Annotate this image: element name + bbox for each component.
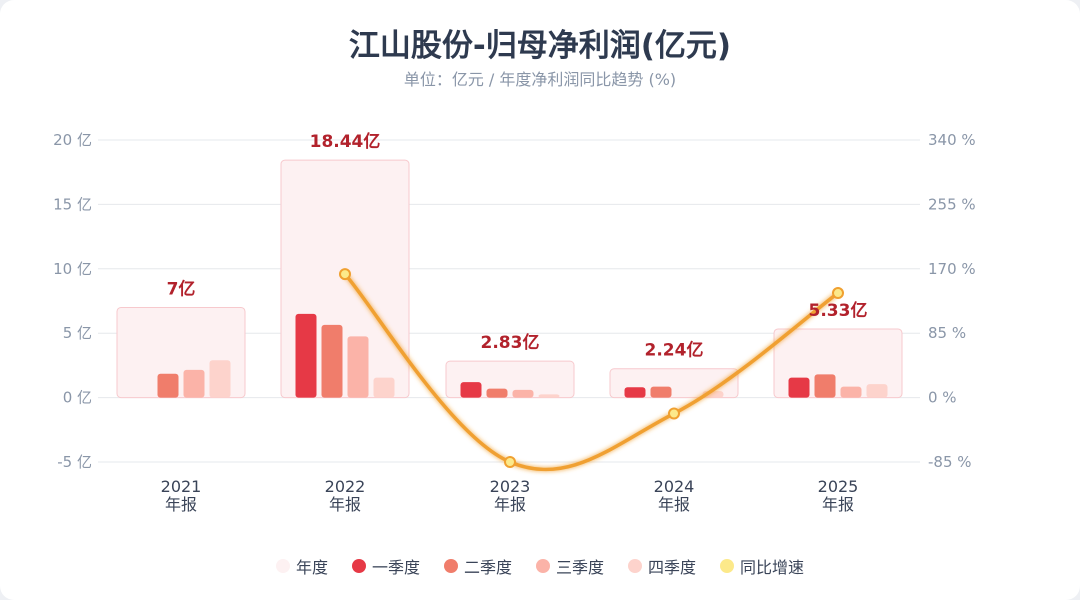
legend-label: 同比增速: [740, 558, 805, 577]
quarter-bar: [866, 384, 888, 398]
x-tick-label: 2023: [490, 477, 531, 496]
legend-item[interactable]: 二季度: [443, 554, 512, 578]
chart-subtitle: 单位：亿元 / 年度净利润同比趋势 (%): [403, 70, 677, 89]
x-tick-label: 2022: [325, 477, 366, 496]
quarter-bar: [788, 377, 810, 398]
annual-value-label: 2.83亿: [481, 332, 540, 353]
annual-label-layer: 7亿 18.44亿 2.83亿 2.24亿 5.33亿: [167, 131, 868, 361]
grid-layer: [98, 139, 920, 463]
quarter-bar: [295, 313, 317, 398]
y-right-tick-label: 0 %: [928, 389, 957, 407]
legend-swatch: [275, 559, 290, 573]
quarter-bar: [347, 336, 369, 398]
quarter-bar: [209, 360, 231, 398]
x-tick-label: 2021: [161, 477, 202, 496]
x-tick-sublabel: 年报: [329, 495, 361, 514]
yoy-line: [343, 272, 840, 472]
quarter-bar-layer: [157, 313, 888, 398]
quarter-bar: [460, 382, 482, 398]
quarter-bar: [624, 387, 646, 398]
chart-title: 江山股份-归母净利润(亿元): [348, 28, 732, 64]
quarter-bar: [814, 374, 836, 398]
quarter-bar: [512, 389, 534, 398]
quarter-bar: [486, 388, 508, 398]
yoy-line-layer: [339, 268, 844, 472]
legend-swatch: [443, 559, 458, 573]
legend-label: 年度: [295, 558, 328, 577]
quarter-bar: [321, 324, 343, 398]
y-right-tick-label: 170 %: [928, 260, 976, 278]
x-tick-label: 2025: [818, 477, 859, 496]
y-left-tick-label: -5 亿: [57, 453, 92, 471]
legend-label: 一季度: [371, 558, 420, 577]
legend-item[interactable]: 一季度: [351, 554, 420, 578]
x-tick-sublabel: 年报: [658, 495, 690, 514]
legend-swatch: [628, 559, 643, 573]
annual-value-label: 2.24亿: [645, 340, 704, 361]
legend-swatch: [351, 559, 366, 573]
quarter-bar: [650, 386, 672, 398]
annual-value-label: 18.44亿: [310, 131, 381, 152]
quarter-bar: [840, 386, 862, 398]
yoy-point: [832, 287, 844, 300]
yoy-point: [668, 407, 680, 420]
axis-layer: 20 亿 15 亿 10 亿 5 亿 0 亿 -5 亿 340 % 255 % 170 % 85 …: [53, 131, 976, 514]
chart-legend: 年度 一季度 二季度 三季度 四季度 同比增速: [0, 554, 1080, 578]
legend-item[interactable]: 同比增速: [720, 554, 804, 578]
x-tick-sublabel: 年报: [165, 495, 197, 514]
legend-label: 四季度: [648, 558, 697, 577]
y-left-tick-label: 10 亿: [53, 260, 92, 278]
quarter-bar: [538, 394, 560, 398]
yoy-point: [339, 268, 351, 281]
y-left-tick-label: 5 亿: [63, 324, 92, 342]
y-left-tick-label: 15 亿: [53, 195, 92, 213]
yoy-point: [504, 456, 516, 468]
y-right-tick-label: -85 %: [928, 453, 972, 471]
quarter-bar: [183, 369, 205, 398]
legend-swatch: [536, 559, 550, 573]
x-tick-sublabel: 年报: [822, 495, 854, 514]
legend-label: 二季度: [463, 558, 512, 577]
legend-item[interactable]: 年度: [275, 554, 328, 578]
quarter-bar: [373, 377, 395, 398]
legend-label: 三季度: [556, 558, 605, 577]
annual-bar-layer: [116, 159, 903, 399]
legend-item[interactable]: 四季度: [628, 554, 696, 578]
y-left-tick-label: 20 亿: [53, 131, 92, 149]
y-right-tick-label: 340 %: [928, 131, 976, 149]
y-right-tick-label: 85 %: [928, 324, 966, 342]
x-tick-label: 2024: [654, 477, 695, 496]
y-left-tick-label: 0 亿: [63, 389, 92, 407]
quarter-bar: [157, 373, 179, 398]
annual-value-label: 7亿: [167, 278, 196, 299]
legend-swatch: [720, 559, 735, 573]
legend-item[interactable]: 三季度: [536, 554, 604, 578]
x-tick-sublabel: 年报: [494, 495, 526, 514]
annual-value-label: 5.33亿: [809, 300, 868, 321]
y-right-tick-label: 255 %: [928, 195, 976, 213]
